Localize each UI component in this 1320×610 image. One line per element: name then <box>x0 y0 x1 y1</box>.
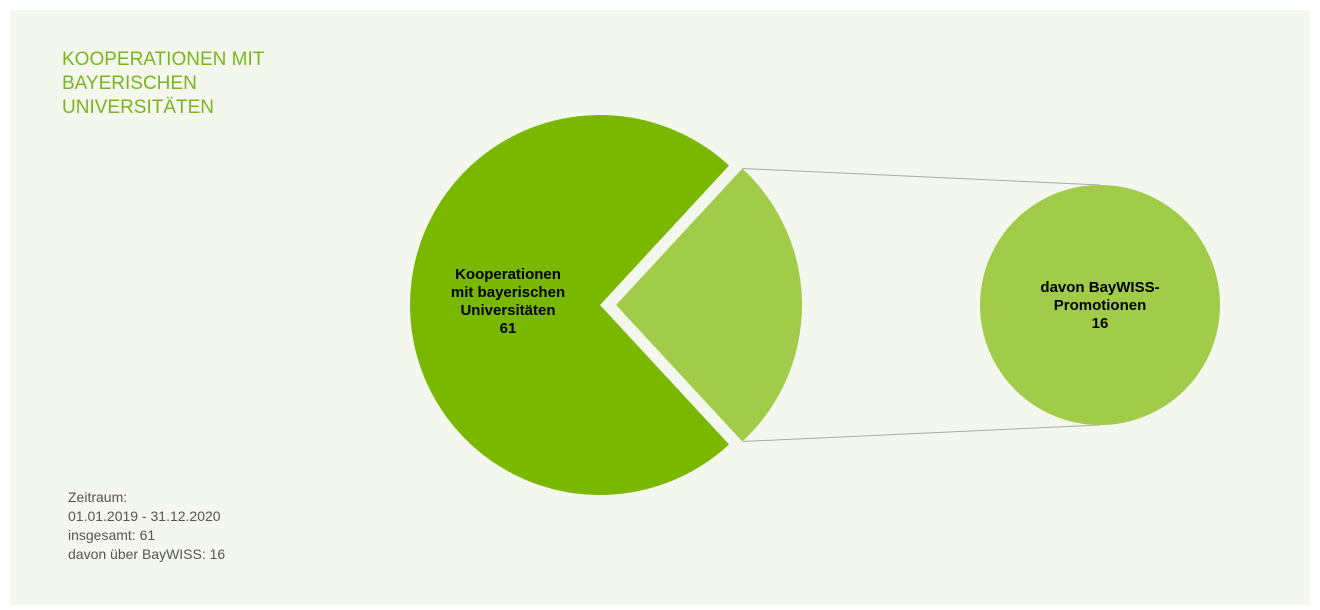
main-slice <box>410 115 730 496</box>
main-label: mit bayerischen <box>451 284 565 301</box>
main-label: Universitäten <box>460 302 555 319</box>
main-label: Kooperationen <box>455 266 561 283</box>
sub-slice <box>616 168 803 442</box>
connector <box>742 424 1101 443</box>
note-line: davon über BayWISS: 16 <box>68 546 226 562</box>
note: Zeitraum: 01.01.2019 - 31.12.2020 insgesam… <box>68 488 225 564</box>
panel: KOOPERATIONEN MIT BAYERISCHEN UNIVERSITÄ… <box>10 10 1310 605</box>
note-line: Zeitraum: <box>68 489 128 505</box>
connector <box>742 167 1101 186</box>
note-line: 01.01.2019 - 31.12.2020 <box>68 508 221 524</box>
sub-value: 16 <box>1092 315 1109 332</box>
main-value: 61 <box>500 320 517 337</box>
title: KOOPERATIONEN MIT BAYERISCHEN UNIVERSITÄ… <box>62 49 264 118</box>
sub-pie <box>980 185 1220 425</box>
sub-label: davon BayWISS- <box>1040 279 1159 296</box>
note-line: insgesamt: 61 <box>68 527 156 543</box>
sub-label: Promotionen <box>1054 297 1147 314</box>
